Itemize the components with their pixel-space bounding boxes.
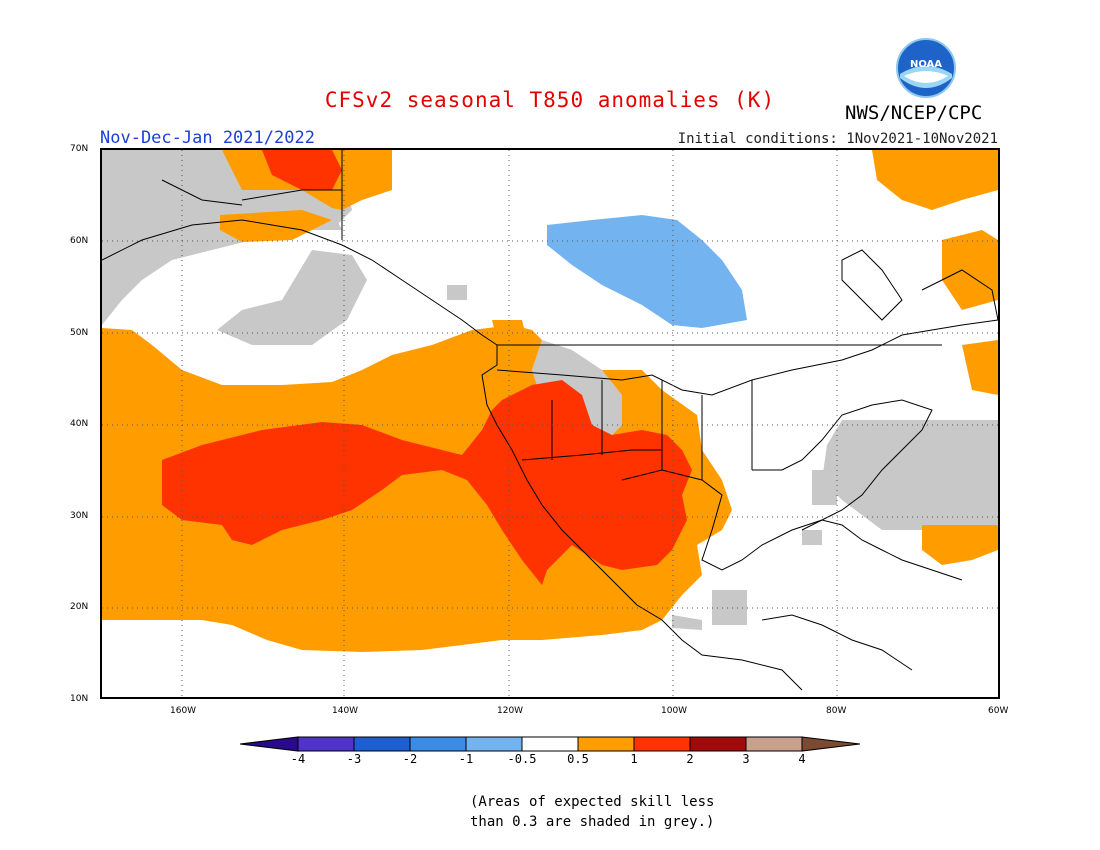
colorbar-tick-label: -3 bbox=[346, 752, 362, 766]
anomaly-map bbox=[100, 148, 1000, 699]
lon-label: 60W bbox=[988, 706, 1009, 716]
skill-note: (Areas of expected skill less than 0.3 a… bbox=[470, 792, 730, 832]
anomaly-neg-1-to-neg-0-5 bbox=[547, 215, 747, 328]
colorbar-segment bbox=[689, 736, 747, 752]
lon-label: 80W bbox=[826, 706, 847, 716]
lat-label: 10N bbox=[70, 694, 89, 704]
colorbar-segment bbox=[521, 736, 579, 752]
lat-label: 30N bbox=[70, 511, 89, 521]
colorbar-segment bbox=[297, 736, 355, 752]
lon-label: 100W bbox=[661, 706, 688, 716]
lat-label: 50N bbox=[70, 328, 89, 338]
anomaly-1-to-2 bbox=[162, 150, 692, 585]
logo-text: NOAA bbox=[910, 59, 942, 70]
colorbar-tick-label: 0.5 bbox=[567, 752, 589, 766]
lat-label: 20N bbox=[70, 602, 89, 612]
agency-label: NWS/NCEP/CPC bbox=[845, 102, 983, 124]
colorbar-tick-label: -0.5 bbox=[507, 752, 537, 766]
colorbar-tick-label: 1 bbox=[630, 752, 638, 766]
colorbar-tick-label: -2 bbox=[402, 752, 418, 766]
coastlines bbox=[102, 150, 998, 691]
colorbar-segment bbox=[353, 736, 411, 752]
lon-label: 160W bbox=[170, 706, 197, 716]
colorbar-tick-label: 4 bbox=[798, 752, 806, 766]
colorbar-segment bbox=[409, 736, 467, 752]
skill-note-line-2: than 0.3 are shaded in grey.) bbox=[470, 814, 715, 830]
skill-note-line-1: (Areas of expected skill less bbox=[470, 794, 715, 810]
colorbar-segment bbox=[801, 736, 861, 752]
lat-label: 60N bbox=[70, 236, 89, 246]
forecast-period: Nov-Dec-Jan 2021/2022 bbox=[100, 128, 315, 148]
initial-conditions: Initial conditions: 1Nov2021-10Nov2021 bbox=[677, 131, 998, 147]
colorbar-segment bbox=[239, 736, 299, 752]
colorbar-tick-label: -1 bbox=[458, 752, 474, 766]
colorbar-segment bbox=[465, 736, 523, 752]
map-title: CFSv2 seasonal T850 anomalies (K) bbox=[324, 88, 776, 112]
colorbar-tick-label: 3 bbox=[742, 752, 750, 766]
noaa-logo: NOAA bbox=[896, 38, 956, 98]
colorbar bbox=[239, 734, 861, 758]
colorbar-tick-label: -4 bbox=[290, 752, 306, 766]
lat-label: 40N bbox=[70, 419, 89, 429]
colorbar-segment bbox=[577, 736, 635, 752]
colorbar-tick-label: 2 bbox=[686, 752, 694, 766]
lat-label: 70N bbox=[70, 144, 89, 154]
colorbar-segment bbox=[745, 736, 803, 752]
lon-label: 120W bbox=[497, 706, 524, 716]
colorbar-segment bbox=[633, 736, 691, 752]
lon-label: 140W bbox=[332, 706, 359, 716]
